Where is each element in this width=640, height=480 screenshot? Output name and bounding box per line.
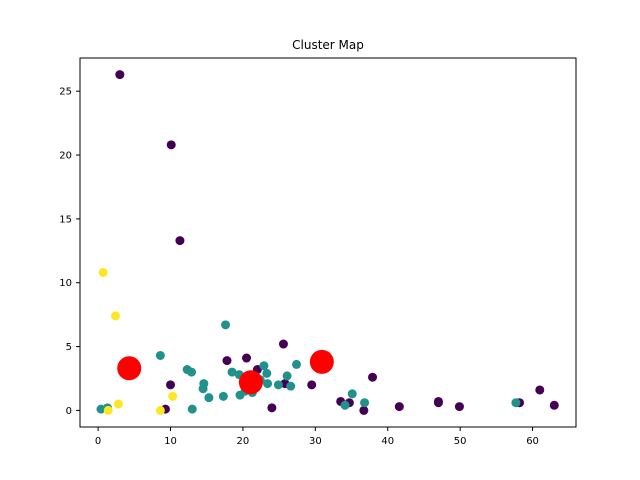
data-point-cluster-0: [394, 402, 404, 412]
x-tick-label: 40: [381, 436, 394, 447]
y-tick-label: 15: [59, 214, 72, 225]
y-tick-label: 20: [59, 151, 72, 162]
data-point-cluster-0: [278, 339, 288, 349]
data-point-cluster-1: [227, 367, 237, 377]
x-tick-label: 60: [526, 436, 539, 447]
data-point-cluster-1: [511, 398, 521, 408]
data-point-cluster-1: [262, 368, 272, 378]
centroid-marker: [117, 356, 142, 381]
data-point-cluster-0: [359, 405, 369, 415]
data-point-cluster-2: [168, 391, 178, 401]
data-point-cluster-0: [368, 372, 378, 382]
data-point-cluster-1: [282, 371, 292, 381]
data-point-cluster-2: [110, 311, 120, 321]
x-tick-label: 10: [164, 436, 177, 447]
data-point-cluster-1: [292, 359, 302, 369]
data-point-cluster-0: [267, 403, 277, 413]
data-point-cluster-0: [242, 353, 252, 363]
data-point-cluster-2: [103, 405, 113, 415]
y-tick-label: 10: [59, 278, 72, 289]
data-point-cluster-0: [115, 70, 125, 80]
x-tick-label: 20: [237, 436, 250, 447]
data-point-cluster-1: [259, 361, 269, 371]
data-point-cluster-1: [286, 381, 296, 391]
data-point-cluster-0: [454, 402, 464, 412]
data-point-cluster-2: [155, 405, 165, 415]
data-point-cluster-1: [360, 398, 370, 408]
data-point-cluster-1: [155, 350, 165, 360]
x-tick-label: 50: [454, 436, 467, 447]
x-tick-label: 0: [95, 436, 101, 447]
centroid-marker: [238, 370, 263, 395]
data-point-cluster-0: [433, 398, 443, 408]
data-point-cluster-1: [187, 404, 197, 414]
data-point-cluster-2: [113, 399, 123, 409]
data-point-cluster-1: [221, 320, 231, 330]
data-point-cluster-1: [187, 367, 197, 377]
data-point-cluster-1: [263, 379, 273, 389]
data-point-cluster-0: [535, 385, 545, 395]
data-point-cluster-0: [166, 380, 176, 390]
x-tick-label: 30: [309, 436, 322, 447]
data-point-cluster-2: [98, 268, 108, 278]
data-point-cluster-1: [347, 389, 357, 399]
y-tick-label: 0: [66, 406, 72, 417]
y-tick-label: 5: [66, 342, 72, 353]
data-point-cluster-1: [340, 400, 350, 410]
centroid-marker: [309, 349, 334, 374]
y-tick-label: 25: [59, 87, 72, 98]
data-point-cluster-1: [273, 380, 283, 390]
data-point-cluster-0: [307, 380, 317, 390]
data-point-cluster-0: [166, 140, 176, 150]
axes-frame: [79, 57, 577, 428]
data-point-cluster-1: [204, 393, 214, 403]
data-point-cluster-0: [175, 236, 185, 246]
data-point-cluster-1: [198, 384, 208, 394]
data-point-cluster-0: [549, 400, 559, 410]
data-point-cluster-0: [222, 356, 232, 366]
chart-title: Cluster Map: [292, 38, 364, 52]
data-point-cluster-1: [218, 391, 228, 401]
plot-area: 0 10 20 30 40 50 60 0 5 10 15 20 25: [59, 57, 577, 447]
